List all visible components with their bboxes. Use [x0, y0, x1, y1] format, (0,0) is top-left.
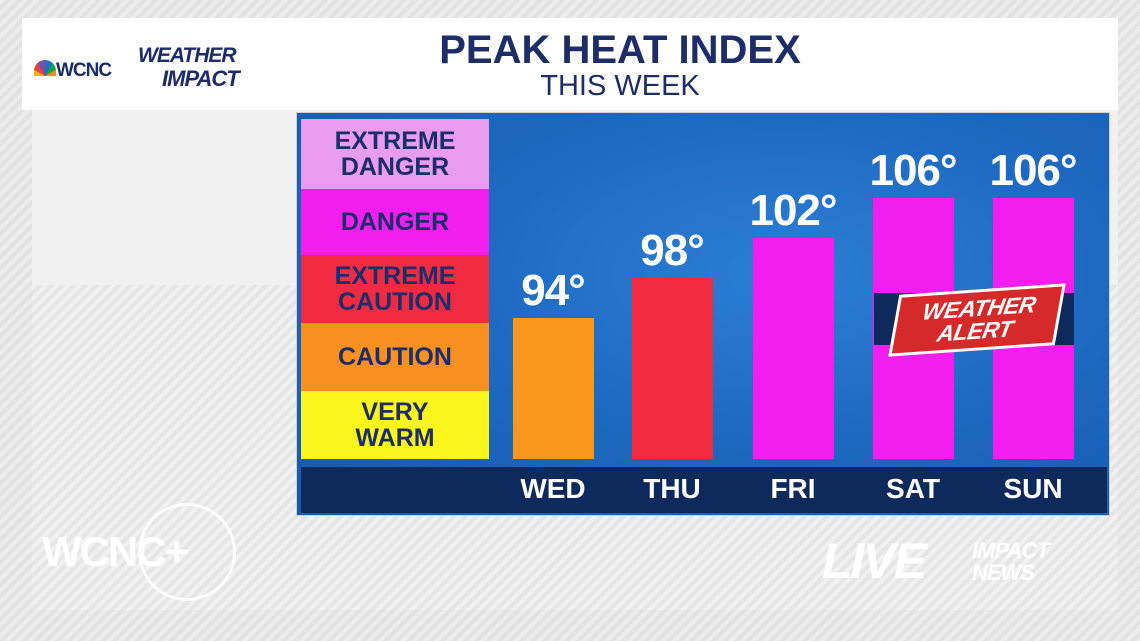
wcnc-plus-text: WCNC+ — [42, 528, 189, 575]
logo-impact: IMPACT — [162, 66, 240, 91]
value-label-fri: 102° — [749, 186, 837, 236]
heat-index-chart: EXTREME DANGER DANGER EXTREME CAUTION CAUTION… — [296, 112, 1110, 516]
legend-label-line: CAUTION — [338, 288, 452, 316]
x-tick-sat: SAT — [886, 473, 940, 504]
x-tick-sun: SUN — [1003, 473, 1063, 504]
alert-line2: ALERT — [935, 315, 1015, 347]
legend-band: VERY WARM — [301, 391, 489, 459]
x-axis-band — [301, 467, 1107, 513]
legend-band: CAUTION — [301, 323, 489, 391]
legend-label: EXTREME CAUTION — [335, 263, 456, 315]
legend-label-line: VERY — [361, 398, 429, 426]
peacock-icon — [34, 60, 56, 76]
logo-weather: WEATHER — [138, 44, 237, 67]
chart-title: PEAK HEAT INDEX — [439, 28, 801, 72]
legend-label-line: DANGER — [340, 153, 450, 181]
legend-label: CAUTION — [338, 344, 452, 370]
live-impact-text: IMPACT — [972, 538, 1050, 563]
live-text: LIVE — [822, 533, 927, 589]
bar-wed — [512, 318, 594, 459]
value-label-sat: 106° — [869, 146, 957, 195]
legend-label: DANGER — [341, 209, 449, 235]
legend-label-line: WARM — [355, 424, 435, 452]
legend-label-line: DANGER — [340, 208, 450, 236]
logo-call-letters: WCNC — [56, 60, 112, 81]
wcnc-plus-logo: WCNC+ — [40, 500, 250, 601]
legend-band: EXTREME DANGER — [301, 119, 489, 189]
weather-alert-badge: WEATHER ALERT — [888, 283, 1066, 357]
live-impact-news-logo: LIVE IMPACT NEWS — [822, 532, 1092, 592]
bar-thu — [631, 278, 713, 459]
value-label-thu: 98° — [640, 226, 705, 276]
wcnc-weather-impact-logo: WCNC WEATHER IMPACT — [34, 44, 284, 94]
heat-index-legend: EXTREME DANGER DANGER EXTREME CAUTION CAUTION… — [301, 119, 489, 463]
value-label-sun: 106° — [989, 146, 1077, 195]
x-tick-thu: THU — [643, 473, 701, 504]
x-tick-fri: FRI — [770, 473, 816, 504]
legend-label: EXTREME DANGER — [335, 128, 456, 180]
legend-label: VERY WARM — [355, 399, 434, 451]
legend-band: EXTREME CAUTION — [301, 255, 489, 323]
live-news-text: NEWS — [972, 560, 1035, 585]
wcnc-plus-ring-icon — [138, 503, 236, 601]
value-label-wed: 94° — [521, 266, 586, 316]
bar-fri — [752, 238, 834, 459]
legend-label-line: EXTREME — [334, 262, 456, 290]
header — [22, 18, 1118, 110]
chart-subtitle: THIS WEEK — [540, 70, 700, 102]
legend-band: DANGER — [301, 189, 489, 255]
legend-label-line: EXTREME — [334, 127, 456, 155]
legend-label-line: CAUTION — [338, 343, 452, 371]
x-tick-wed: WED — [520, 473, 586, 504]
